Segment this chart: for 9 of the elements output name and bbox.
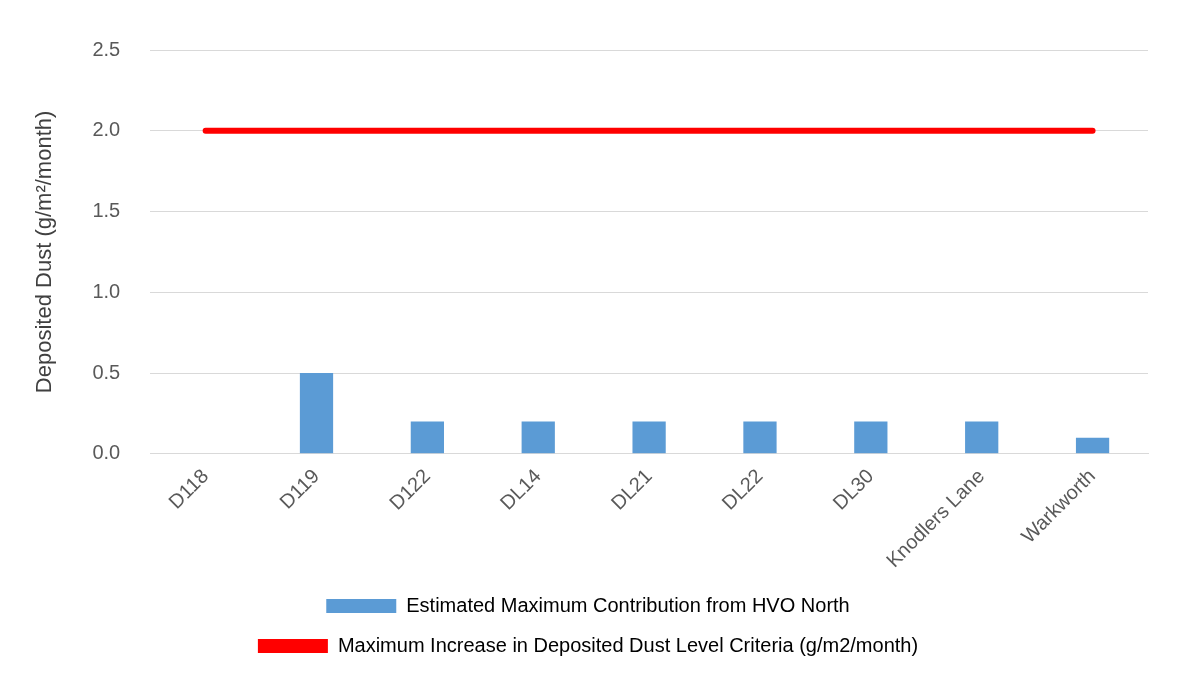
legend-label: Maximum Increase in Deposited Dust Level Criteria (g/m2/month) [337, 633, 919, 656]
y-tick-label: 0.5 [92, 360, 121, 383]
y-tick-label: 1.5 [92, 199, 121, 222]
y-tick-label: 0.0 [92, 441, 121, 464]
y-tick-label: 2.5 [92, 37, 121, 60]
legend-label: Estimated Maximum Contribution from HVO North [406, 593, 850, 616]
y-tick-label: 1.0 [92, 279, 121, 302]
y-tick-label: 2.0 [92, 118, 121, 141]
y-axis-title: Deposited Dust (g/m²/month) [31, 110, 57, 394]
